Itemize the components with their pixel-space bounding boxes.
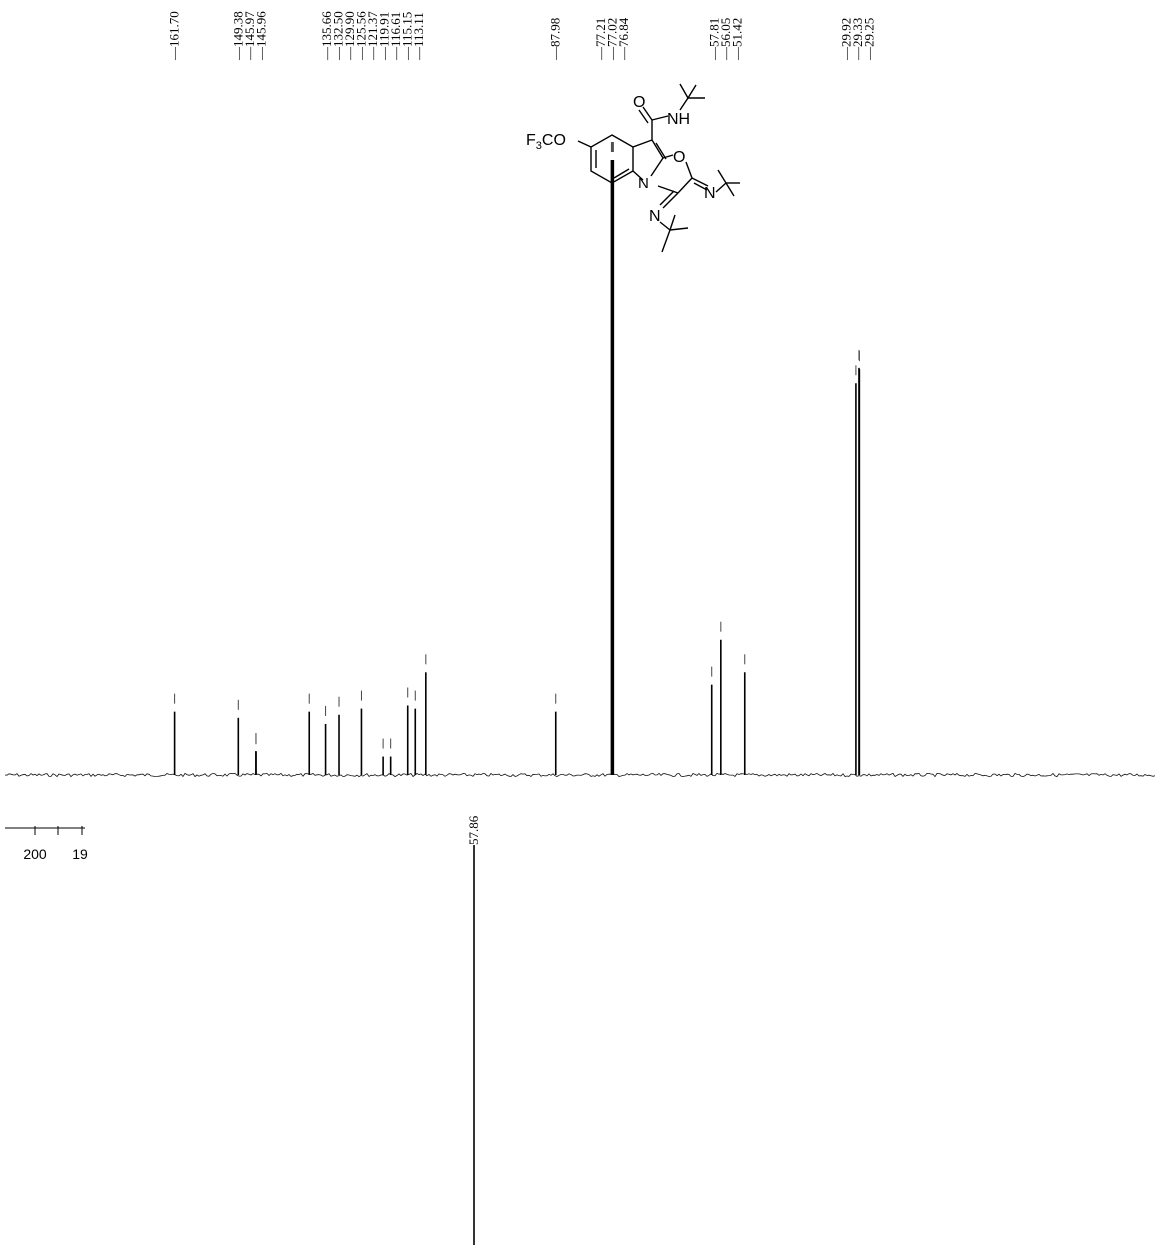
bond — [669, 227, 689, 231]
c13-spectrum: —161.70 —149.38—145.97—145.96 —135.66—132.… — [4, 11, 1156, 778]
bond — [662, 192, 679, 209]
peak-label: —76.84 — [616, 17, 631, 61]
tick-label: 19 — [72, 846, 88, 862]
peak-label: —121.37 — [365, 11, 380, 61]
peak-label: —113.11 — [411, 12, 426, 61]
bond — [632, 170, 644, 181]
bond — [679, 83, 689, 99]
bond — [661, 229, 671, 253]
bond — [693, 182, 708, 191]
f3co-label: F3CO — [526, 132, 566, 152]
baseline-noise — [4, 772, 1156, 778]
bond — [657, 185, 679, 194]
bond — [715, 182, 727, 193]
f19-peak-label: 57.86 — [466, 815, 481, 845]
peak-label: —56.05 — [718, 18, 733, 61]
bond — [669, 214, 676, 231]
bond — [662, 154, 674, 159]
bond — [687, 84, 697, 99]
bond — [650, 157, 664, 177]
aromatic-double-bond — [613, 168, 630, 179]
peak-label: —125.56 — [354, 11, 369, 61]
bond — [691, 177, 709, 187]
spectrum-peaks — [173, 160, 861, 775]
peak-label: —77.21 — [593, 18, 608, 61]
peak-label: —145.96 — [254, 11, 269, 61]
amide-nh-label: NH — [667, 111, 690, 128]
bond — [659, 221, 671, 231]
peak-label: —57.81 — [706, 18, 721, 61]
peak-pick-ticks — [174, 142, 860, 749]
f19-peaks: 57.86 — [466, 815, 481, 1245]
carbonyl-bond — [638, 109, 649, 124]
f19-spectrum: 200 19 57.86 — [5, 815, 481, 1245]
bond — [659, 190, 675, 206]
carbonyl-bond — [642, 106, 653, 121]
carbonyl-o-label: O — [633, 94, 645, 111]
peak-label: —135.66 — [319, 11, 334, 61]
peak-label: —87.98 — [548, 18, 563, 61]
imine-n-bottom-label: N — [649, 208, 661, 225]
bond — [651, 139, 664, 159]
peak-label: —145.97 — [242, 11, 257, 61]
bond — [651, 115, 669, 121]
peak-label: —115.15 — [400, 12, 415, 61]
bond — [677, 177, 693, 194]
peak-label: —116.61 — [388, 12, 403, 61]
molecule-structure: F3CO O NH O N N N — [526, 83, 740, 253]
peak-label: —29.33 — [850, 18, 865, 61]
bond — [725, 182, 735, 197]
bond — [717, 169, 727, 184]
peak-label-groups: —161.70 —149.38—145.97—145.96 —135.66—132.… — [167, 11, 877, 61]
bond — [679, 97, 689, 111]
bond — [632, 139, 653, 148]
x-axis: 200 19 — [5, 826, 88, 862]
peak-label: —77.02 — [604, 18, 619, 61]
tick-label: 200 — [23, 846, 47, 862]
peak-label: —29.25 — [862, 18, 877, 61]
bond — [577, 140, 592, 148]
peak-label: —51.42 — [729, 18, 744, 61]
ring-n-label: N — [638, 175, 649, 192]
ring-o-label: O — [673, 149, 685, 166]
peak-label: —132.50 — [331, 11, 346, 61]
peak-label: —161.70 — [167, 11, 182, 61]
peak-label: —149.38 — [231, 11, 246, 61]
peak-label: —129.90 — [342, 11, 357, 61]
peak-label: —29.92 — [839, 18, 854, 61]
imine-n-right-label: N — [704, 185, 716, 202]
peak-label: —119.91 — [377, 12, 392, 61]
bond — [655, 142, 667, 160]
bond — [685, 161, 693, 179]
